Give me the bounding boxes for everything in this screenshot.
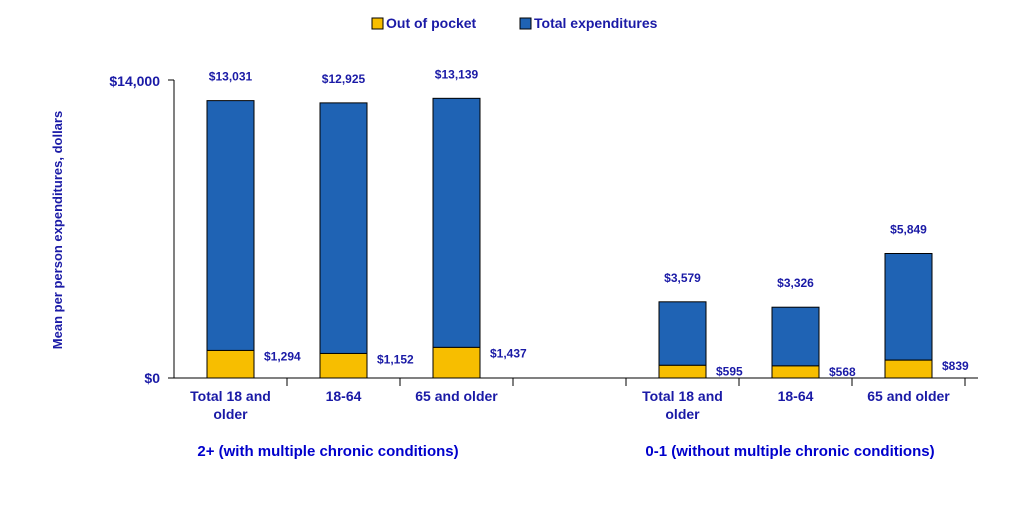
group-label-without-multiple-chronic: 0-1 (without multiple chronic conditions…: [645, 443, 934, 460]
category-label: 65 and older: [867, 388, 950, 404]
data-label-total: $12,925: [322, 72, 366, 86]
data-label-total: $3,326: [777, 276, 814, 290]
data-label-total: $5,849: [890, 222, 927, 236]
legend-swatch-total-expenditures: [519, 17, 532, 30]
legend-swatch-out-of-pocket: [371, 17, 384, 30]
bar-total-expenditures: [206, 100, 255, 351]
data-label-out-of-pocket: $1,437: [490, 346, 527, 360]
category-label: older: [213, 406, 248, 422]
bar-total-expenditures: [658, 301, 707, 366]
bar-total-expenditures: [432, 97, 481, 348]
bar-total-expenditures: [884, 252, 933, 361]
bar-out-of-pocket: [319, 352, 368, 379]
bar-out-of-pocket: [771, 365, 820, 379]
bar-out-of-pocket: [206, 349, 255, 379]
data-label-out-of-pocket: $1,152: [377, 352, 414, 366]
bar-total-expenditures: [319, 102, 368, 354]
bar-out-of-pocket: [432, 346, 481, 379]
group-label-multiple-chronic: 2+ (with multiple chronic conditions): [197, 443, 458, 460]
category-label: Total 18 and: [190, 388, 271, 404]
legend-label-total-expenditures: Total expenditures: [534, 15, 658, 31]
y-axis-title: Mean per person expenditures, dollars: [50, 111, 65, 349]
data-label-total: $13,031: [209, 70, 253, 84]
data-label-out-of-pocket: $595: [716, 364, 743, 378]
y-tick-label-zero: $0: [144, 370, 160, 386]
data-label-out-of-pocket: $568: [829, 365, 856, 379]
chart-marks: $13,031 $1,294 Total 18 and older $12,925 $1,…: [190, 67, 969, 422]
bar-out-of-pocket: [884, 359, 933, 379]
category-label: 18-64: [778, 388, 814, 404]
data-label-out-of-pocket: $1,294: [264, 349, 301, 363]
data-label-out-of-pocket: $839: [942, 359, 969, 373]
y-tick-label-max: $14,000: [109, 73, 160, 89]
axes: [168, 79, 978, 386]
data-label-total: $3,579: [664, 271, 701, 285]
data-label-total: $13,139: [435, 67, 479, 81]
category-label: 18-64: [326, 388, 362, 404]
legend-label-out-of-pocket: Out of pocket: [386, 15, 477, 31]
category-label: 65 and older: [415, 388, 498, 404]
bar-out-of-pocket: [658, 364, 707, 379]
category-label: Total 18 and: [642, 388, 723, 404]
legend: Out of pocket Total expenditures: [371, 15, 658, 31]
bar-total-expenditures: [771, 306, 820, 367]
category-label: older: [665, 406, 700, 422]
